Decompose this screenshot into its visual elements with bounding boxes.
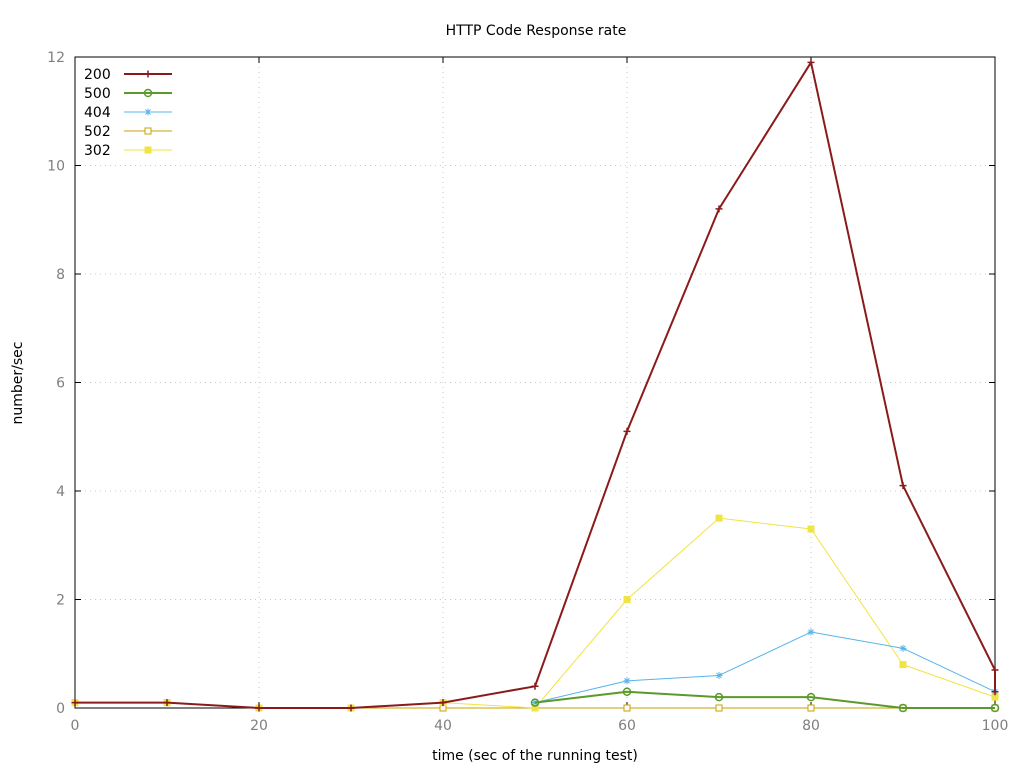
series-500 [530,687,1000,713]
legend-marker [144,108,152,116]
data-point-502 [807,704,815,712]
x-tick-label: 20 [250,718,268,734]
data-point-200 [715,205,723,213]
legend-item-500: 500 [84,86,172,102]
legend-marker [144,70,152,78]
data-point-200 [255,704,263,712]
data-point-200 [991,688,999,696]
y-tick-label: 6 [56,376,65,392]
data-point-502 [623,704,631,712]
data-point-200 [439,699,447,707]
legend-label: 500 [84,86,111,102]
legend-label: 200 [84,67,111,83]
data-point-302 [899,661,907,669]
series-line-200 [75,61,996,709]
axis-ticks: 0 20 40 60 80 100 0 2 4 6 8 10 12 [47,50,1008,734]
x-tick-label: 80 [802,718,820,734]
x-axis-label: time (sec of the running test) [432,748,638,764]
data-point-500 [622,687,632,696]
series-200 [71,58,999,712]
data-point-302 [715,514,723,522]
x-tick-label: 60 [618,718,636,734]
legend-item-502: 502 [84,124,172,140]
data-point-302 [807,525,815,533]
series-group [71,58,1000,713]
y-tick-label: 10 [47,159,65,175]
data-point-404 [899,644,907,652]
data-point-200 [531,682,539,690]
data-point-302 [623,596,631,603]
y-tick-label: 0 [56,701,65,717]
legend-marker [144,146,152,154]
data-point-200 [899,482,907,490]
legend-item-404: 404 [84,105,172,121]
y-tick-label: 2 [56,593,65,609]
data-point-500 [990,703,1000,713]
y-tick-label: 12 [47,50,65,66]
grid [75,57,995,708]
data-point-502 [715,704,723,712]
data-point-200 [991,666,999,674]
data-point-500 [530,698,540,707]
data-point-500 [806,692,816,702]
legend-item-302: 302 [84,143,172,159]
data-point-200 [163,699,171,707]
data-point-302 [531,704,539,712]
data-point-200 [623,427,631,435]
data-point-500 [714,692,724,702]
data-point-404 [623,677,631,685]
y-axis-label: number/sec [10,342,26,425]
legend-marker [143,88,153,98]
legend: 200 500 404 502 302 [84,67,172,159]
legend-marker [144,127,152,135]
x-tick-label: 100 [982,718,1009,734]
x-tick-label: 40 [434,718,452,734]
y-tick-label: 4 [56,484,65,500]
data-point-200 [347,704,355,712]
series-302 [71,514,999,712]
data-point-404 [715,671,723,679]
data-point-404 [807,628,815,636]
legend-label: 502 [84,124,111,140]
chart-title: HTTP Code Response rate [446,23,627,39]
series-line-500 [534,690,995,709]
legend-label: 404 [84,105,111,121]
data-point-302 [991,693,999,701]
series-line-302 [75,517,996,709]
data-point-200 [71,699,79,707]
data-point-200 [807,58,815,66]
legend-item-200: 200 [84,67,172,83]
y-tick-label: 8 [56,267,65,283]
data-point-500 [898,703,908,713]
x-tick-label: 0 [71,718,80,734]
series-line-404 [534,631,996,704]
legend-label: 302 [84,143,111,159]
